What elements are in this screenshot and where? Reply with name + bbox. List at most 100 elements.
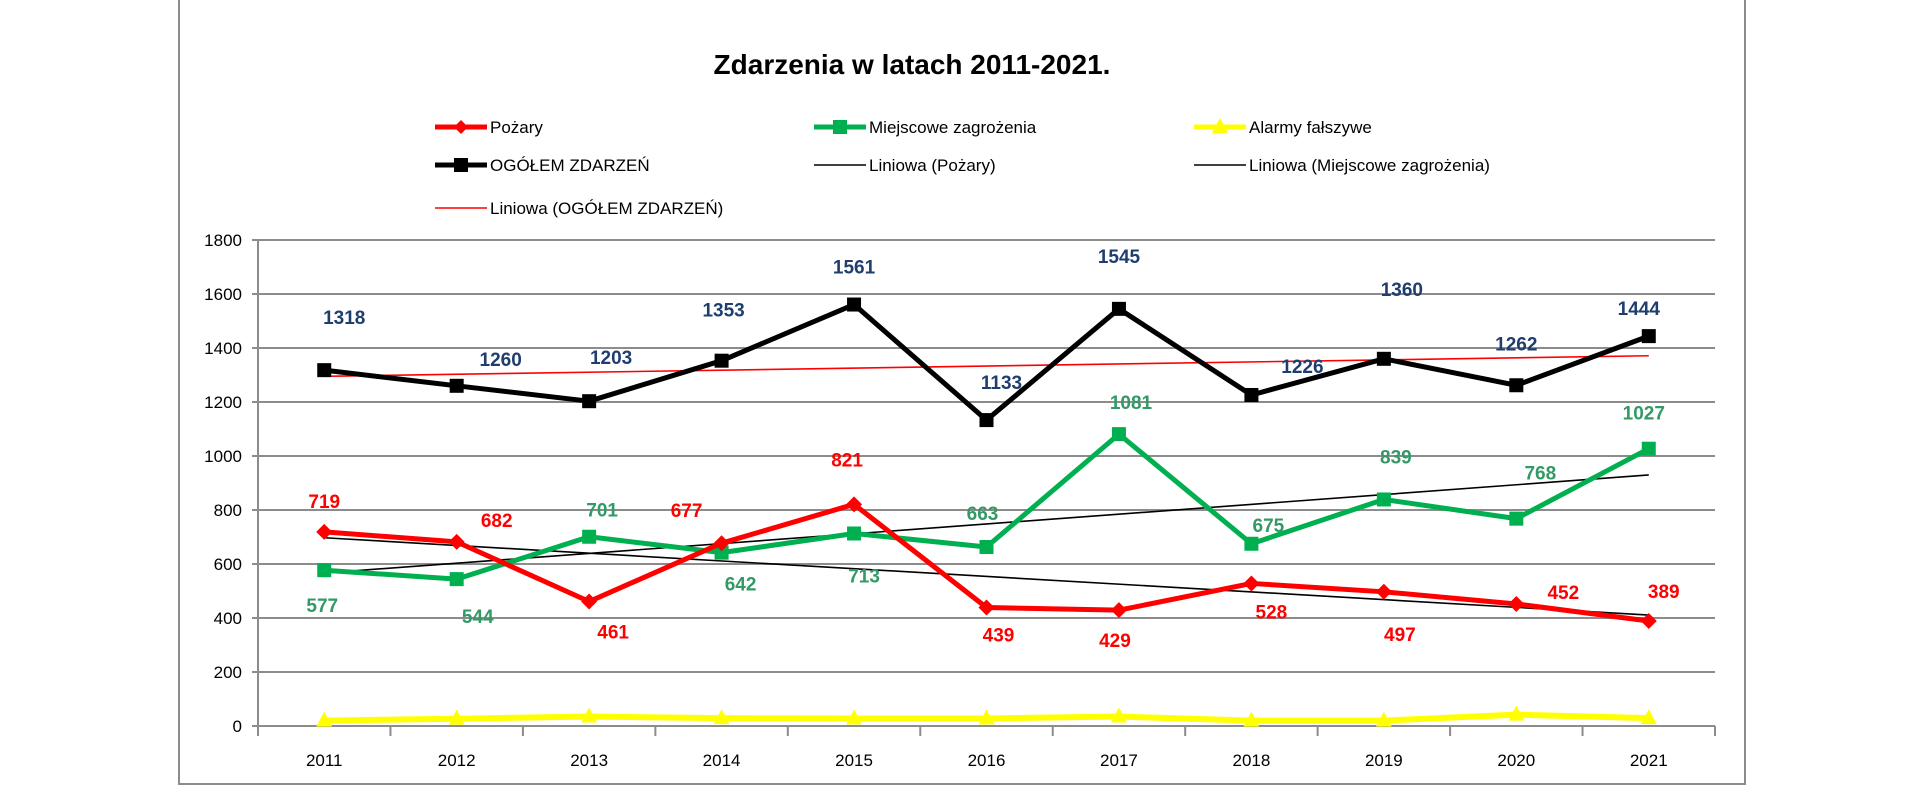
diamond-marker bbox=[316, 523, 333, 540]
square-marker bbox=[833, 120, 847, 134]
y-tick-label: 200 bbox=[214, 663, 242, 682]
x-tick-label: 2016 bbox=[968, 751, 1006, 770]
diamond-marker bbox=[448, 533, 465, 550]
data-label: 544 bbox=[462, 607, 494, 628]
diamond-marker bbox=[846, 496, 863, 513]
square-marker bbox=[582, 529, 597, 544]
square-marker bbox=[1376, 351, 1391, 366]
x-tick-label: 2020 bbox=[1497, 751, 1535, 770]
diamond-marker bbox=[1508, 595, 1525, 612]
y-tick-label: 1000 bbox=[204, 447, 242, 466]
y-tick-label: 600 bbox=[214, 555, 242, 574]
data-label: 528 bbox=[1256, 602, 1288, 623]
legend-label: Miejscowe zagrożenia bbox=[869, 118, 1037, 137]
legend-item: Liniowa (OGÓŁEM ZDARZEŃ) bbox=[435, 199, 723, 218]
data-label: 839 bbox=[1380, 447, 1412, 468]
data-label: 1561 bbox=[833, 258, 876, 279]
legend-label: OGÓŁEM ZDARZEŃ bbox=[490, 156, 650, 175]
diamond-marker bbox=[1243, 575, 1260, 592]
triangle-marker bbox=[1508, 705, 1525, 721]
axes: 0 200 400 600 800 1000 1200 1400 1600 1800 2011 201… bbox=[204, 231, 1716, 770]
data-label: 1318 bbox=[323, 308, 365, 329]
diamond-marker bbox=[713, 535, 730, 552]
square-marker bbox=[1376, 492, 1391, 507]
data-labels: 719 682 461 677 821 439 429 528 497 452 389 577 544 7… bbox=[306, 247, 1679, 652]
diamond-marker bbox=[1375, 583, 1392, 600]
square-marker bbox=[714, 545, 729, 560]
data-label: 1360 bbox=[1381, 280, 1423, 301]
square-marker bbox=[1509, 378, 1524, 393]
data-label: 389 bbox=[1648, 582, 1680, 603]
x-tick-label: 2015 bbox=[835, 751, 873, 770]
data-label: 719 bbox=[308, 492, 340, 513]
x-tick-label: 2018 bbox=[1232, 751, 1270, 770]
y-tick-label: 1400 bbox=[204, 339, 242, 358]
legend-item: Liniowa (Pożary) bbox=[814, 156, 996, 175]
x-tick-label: 2014 bbox=[703, 751, 741, 770]
data-label: 677 bbox=[671, 501, 703, 522]
y-tick-label: 1200 bbox=[204, 393, 242, 412]
data-label: 1444 bbox=[1618, 299, 1661, 320]
square-marker bbox=[1111, 301, 1126, 316]
square-marker bbox=[449, 378, 464, 393]
y-tick-label: 800 bbox=[214, 501, 242, 520]
data-label: 461 bbox=[597, 623, 629, 644]
triangle-marker bbox=[713, 709, 730, 725]
square-marker bbox=[317, 563, 332, 578]
square-marker bbox=[847, 297, 862, 312]
legend-item: Alarmy fałszywe bbox=[1194, 118, 1372, 137]
square-marker bbox=[449, 572, 464, 587]
data-label: 701 bbox=[586, 501, 618, 522]
triangle-marker bbox=[846, 709, 863, 725]
diamond-marker bbox=[454, 120, 468, 134]
data-label: 1203 bbox=[590, 348, 632, 369]
data-label: 1027 bbox=[1623, 404, 1665, 425]
square-marker bbox=[847, 526, 862, 541]
triangle-marker bbox=[1640, 709, 1657, 725]
y-tick-label: 400 bbox=[214, 609, 242, 628]
data-label: 675 bbox=[1253, 516, 1285, 537]
data-label: 429 bbox=[1099, 631, 1131, 652]
x-tick-label: 2019 bbox=[1365, 751, 1403, 770]
data-label: 439 bbox=[983, 625, 1015, 646]
square-marker bbox=[1641, 441, 1656, 456]
triangle-marker bbox=[1243, 711, 1260, 727]
triangle-marker bbox=[448, 709, 465, 725]
data-label: 1133 bbox=[981, 373, 1022, 394]
square-marker bbox=[582, 394, 597, 409]
diamond-marker bbox=[978, 599, 995, 616]
diamond-marker bbox=[581, 593, 598, 610]
data-label: 663 bbox=[967, 504, 999, 525]
series bbox=[316, 297, 1657, 727]
data-label: 1353 bbox=[702, 301, 744, 322]
data-label: 1081 bbox=[1110, 393, 1153, 414]
data-label: 713 bbox=[848, 566, 880, 587]
trendline bbox=[324, 354, 1649, 378]
square-marker bbox=[1244, 387, 1259, 402]
legend: Pożary Miejscowe zagrożenia Alarmy fałszyw… bbox=[435, 118, 1490, 218]
chart-title: Zdarzenia w latach 2011-2021. bbox=[714, 49, 1111, 80]
x-tick-label: 2017 bbox=[1100, 751, 1138, 770]
triangle-marker bbox=[978, 709, 995, 725]
y-tick-label: 1800 bbox=[204, 231, 242, 250]
data-label: 1545 bbox=[1098, 247, 1141, 268]
data-label: 642 bbox=[725, 575, 757, 596]
x-tick-label: 2012 bbox=[438, 751, 476, 770]
data-label: 682 bbox=[481, 511, 513, 532]
square-marker bbox=[1111, 427, 1126, 442]
square-marker bbox=[454, 158, 468, 172]
data-label: 821 bbox=[831, 450, 863, 471]
data-label: 452 bbox=[1547, 583, 1579, 604]
legend-item: OGÓŁEM ZDARZEŃ bbox=[435, 156, 650, 175]
legend-label: Liniowa (Miejscowe zagrożenia) bbox=[1249, 156, 1490, 175]
square-marker bbox=[1509, 511, 1524, 526]
square-marker bbox=[979, 539, 994, 554]
square-marker bbox=[979, 413, 994, 428]
legend-label: Pożary bbox=[490, 118, 543, 137]
square-marker bbox=[714, 353, 729, 368]
trendline bbox=[324, 474, 1649, 574]
chart-frame bbox=[178, 0, 1746, 785]
legend-label: Liniowa (OGÓŁEM ZDARZEŃ) bbox=[490, 199, 723, 218]
data-label: 497 bbox=[1384, 625, 1416, 646]
